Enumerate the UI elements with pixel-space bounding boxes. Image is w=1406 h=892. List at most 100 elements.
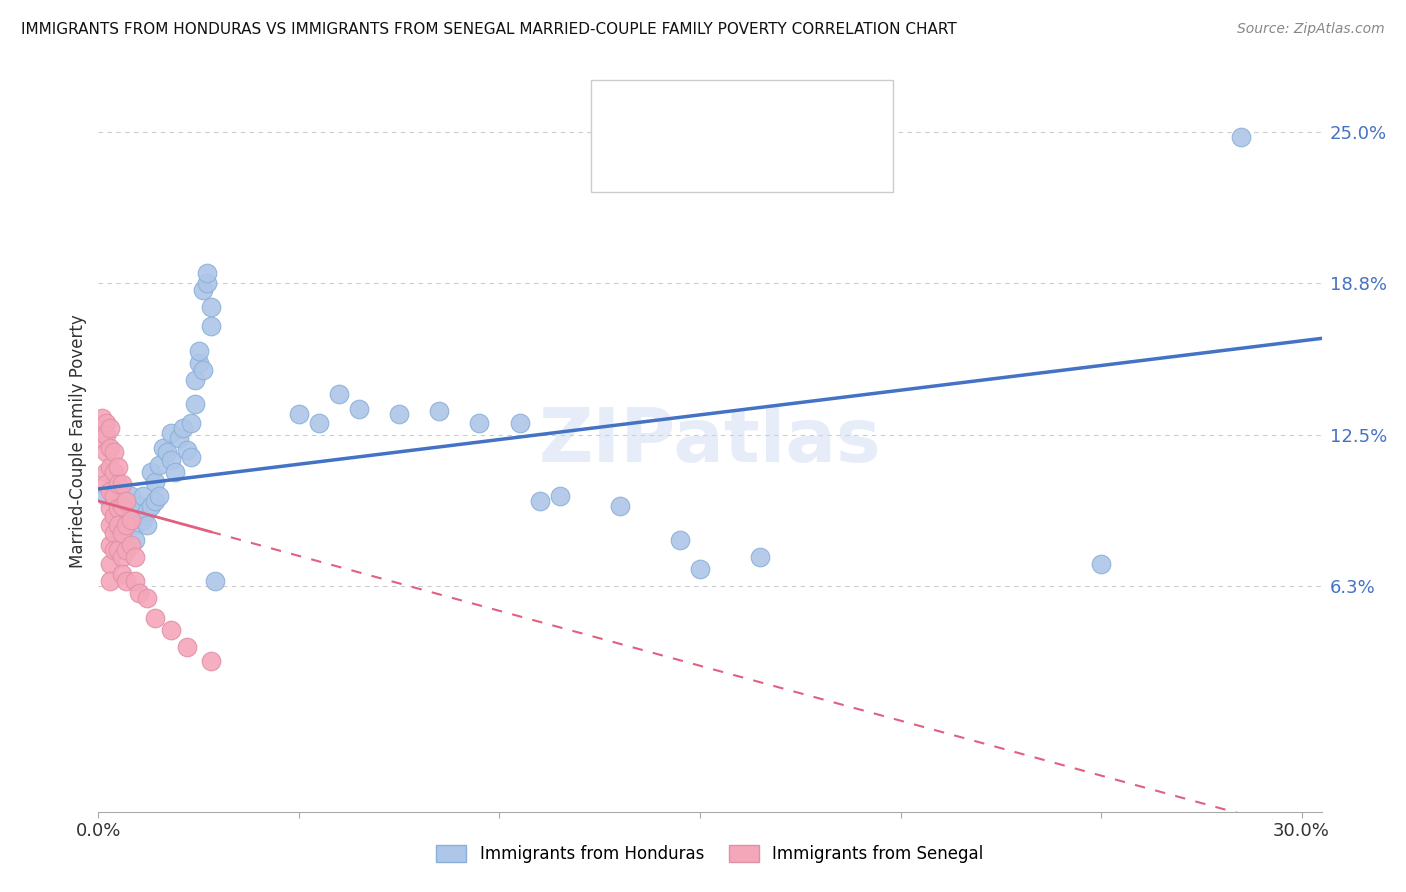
Point	[176, 443, 198, 458]
Point	[669, 533, 692, 547]
Point	[96, 445, 118, 459]
Point	[120, 489, 142, 503]
Point	[143, 494, 166, 508]
Point	[689, 562, 711, 576]
Point	[103, 445, 125, 459]
Point	[96, 489, 118, 503]
Point	[107, 501, 129, 516]
Point	[204, 574, 226, 588]
Text: Source: ZipAtlas.com: Source: ZipAtlas.com	[1237, 22, 1385, 37]
Point	[195, 266, 218, 280]
Point	[100, 460, 122, 475]
Point	[328, 387, 350, 401]
Text: ZIPatlas: ZIPatlas	[538, 405, 882, 478]
Point	[187, 356, 209, 370]
Point	[131, 489, 153, 503]
Point	[148, 458, 170, 472]
Point	[115, 494, 138, 508]
Point	[135, 504, 157, 518]
Point	[159, 452, 181, 467]
Point	[111, 477, 134, 491]
Point	[120, 513, 142, 527]
Point	[183, 373, 205, 387]
Point	[167, 431, 190, 445]
Point	[1090, 557, 1112, 571]
Point	[143, 475, 166, 489]
Point	[107, 460, 129, 475]
Point	[347, 401, 370, 416]
Point	[155, 445, 177, 459]
Point	[191, 283, 214, 297]
Point	[115, 501, 138, 516]
Point	[308, 417, 330, 431]
Point	[128, 506, 150, 520]
Point	[128, 586, 150, 600]
Point	[135, 518, 157, 533]
Point	[176, 640, 198, 654]
Point	[120, 538, 142, 552]
Point	[100, 501, 122, 516]
Point	[200, 300, 222, 314]
Text: N = 58: N = 58	[782, 106, 849, 125]
Text: 0.188: 0.188	[713, 106, 776, 125]
Point	[548, 489, 571, 503]
Point	[529, 494, 551, 508]
Point	[91, 411, 114, 425]
Point	[107, 477, 129, 491]
Point	[139, 499, 162, 513]
Point	[107, 518, 129, 533]
Point	[288, 407, 311, 421]
Point	[183, 397, 205, 411]
Point	[139, 465, 162, 479]
Point	[159, 623, 181, 637]
Point	[96, 477, 118, 491]
Point	[96, 465, 118, 479]
Point	[509, 417, 531, 431]
Point	[111, 549, 134, 564]
Text: R =: R =	[657, 154, 686, 173]
Point	[111, 499, 134, 513]
Point	[143, 610, 166, 624]
Point	[180, 417, 202, 431]
Point	[180, 450, 202, 465]
Point	[195, 276, 218, 290]
Text: -0.109: -0.109	[713, 154, 778, 173]
Point	[148, 489, 170, 503]
Point	[187, 343, 209, 358]
Point	[100, 484, 122, 499]
Point	[200, 319, 222, 334]
Point	[107, 542, 129, 557]
Point	[103, 469, 125, 483]
Point	[107, 508, 129, 523]
Point	[159, 425, 181, 440]
Point	[111, 525, 134, 540]
Point	[191, 363, 214, 377]
Point	[96, 417, 118, 431]
Point	[749, 549, 772, 564]
Point	[1230, 129, 1253, 144]
Legend: Immigrants from Honduras, Immigrants from Senegal: Immigrants from Honduras, Immigrants fro…	[430, 838, 990, 870]
Point	[609, 499, 631, 513]
Y-axis label: Married-Couple Family Poverty: Married-Couple Family Poverty	[69, 315, 87, 568]
Text: IMMIGRANTS FROM HONDURAS VS IMMIGRANTS FROM SENEGAL MARRIED-COUPLE FAMILY POVERT: IMMIGRANTS FROM HONDURAS VS IMMIGRANTS F…	[21, 22, 957, 37]
Point	[103, 465, 125, 479]
Point	[135, 591, 157, 606]
Point	[200, 654, 222, 668]
Point	[91, 431, 114, 445]
Point	[100, 441, 122, 455]
Point	[100, 557, 122, 571]
Point	[468, 417, 491, 431]
Point	[103, 525, 125, 540]
Point	[115, 542, 138, 557]
Point	[131, 513, 153, 527]
Point	[124, 518, 146, 533]
Point	[124, 549, 146, 564]
Text: R =: R =	[657, 106, 686, 125]
Point	[100, 518, 122, 533]
Point	[388, 407, 411, 421]
Point	[96, 428, 118, 442]
Point	[152, 441, 174, 455]
Point	[120, 513, 142, 527]
Text: N = 46: N = 46	[782, 154, 849, 173]
Point	[103, 489, 125, 503]
